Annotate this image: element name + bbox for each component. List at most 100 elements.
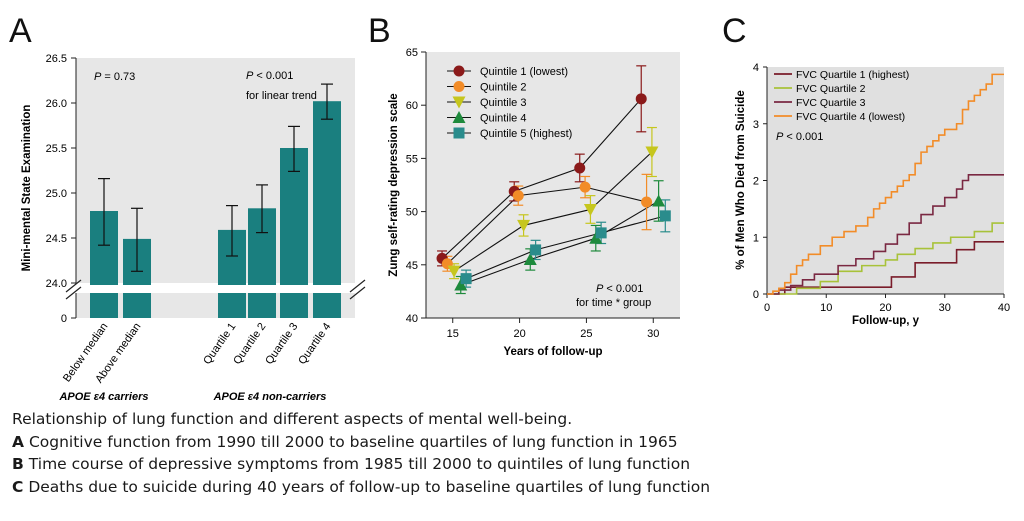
step-line [767,73,1004,295]
panel-b: B 40 45 50 55 60 65 15 20 25 30 Years of follow-up Z… [368,12,680,358]
legend-label: Quintile 2 [480,82,526,94]
y-tick-label: 4 [753,62,759,74]
y-tick-label: 40 [406,313,418,325]
y-tick-label: 65 [406,47,418,59]
x-tick-label: Quartile 3 [263,321,300,367]
data-point [460,273,472,285]
axis-break-mark [65,286,82,300]
caption-letter: B [12,455,24,473]
x-tick-label: 10 [820,302,832,314]
caption-text: Deaths due to suicide during 40 years of… [28,477,711,496]
series-line [460,200,659,286]
data-point [574,162,586,174]
p-italic: P [246,70,254,82]
x-tick-label: 40 [998,302,1010,314]
data-point [512,190,524,202]
legend-label: FVC Quartile 3 [796,97,866,109]
data-point [523,252,537,265]
y-tick-label: 60 [406,100,418,112]
y-tick-label: 0 [753,289,759,301]
y-tick-label: 24.0 [46,278,67,290]
p-rest: < 0.001 [783,131,823,143]
axis-break-mark [349,279,366,293]
panel-letter: B [368,12,391,50]
p-italic: P [776,131,784,143]
y-tick-label: 1 [753,232,759,244]
series-line [453,151,653,272]
series-line [465,215,666,280]
p-value-note: for time * group [576,297,651,309]
p-value-note: for linear trend [246,90,317,102]
panel-a: A 0 24.0 24.5 25.0 25.5 26.0 26.5 Mini-mental St… [9,12,366,403]
bar-stub [123,293,151,318]
bar-stub [280,293,308,318]
data-point [635,93,647,105]
legend-marker [453,81,465,92]
x-tick-label: 15 [447,328,459,340]
x-tick-label: 20 [513,328,525,340]
data-point [579,181,591,193]
axis-break-mark [349,286,366,300]
y-tick-label: 25.0 [46,188,67,200]
y-axis-label: % of Men Who Died from Suicide [735,90,747,270]
caption-text: Time course of depressive symptoms from … [28,455,691,473]
legend-marker [453,127,465,139]
p-value-label: P < 0.001 [246,70,293,82]
y-tick-label: 45 [406,260,418,272]
data-point [454,278,468,291]
data-point [583,203,597,216]
plot-background [76,58,355,283]
step-line [767,222,1004,295]
legend-marker [452,96,466,109]
figure-caption: Relationship of lung function and differ… [12,408,1012,498]
figure: A 0 24.0 24.5 25.0 25.5 26.0 26.5 Mini-mental St… [9,12,1010,403]
data-point [530,244,542,256]
caption-letter: A [12,432,24,451]
y-tick-label: 26.0 [46,98,67,110]
y-tick-label: 3 [753,119,759,131]
caption-item-a: A Cognitive function from 1990 till 2000… [12,431,1012,454]
y-axis-label: Zung self-rating depression scale [388,93,400,276]
legend-marker [453,65,465,77]
y-tick-label: 55 [406,153,418,165]
caption-intro: Relationship of lung function and differ… [12,410,573,428]
bar-stub [248,293,276,318]
x-tick-label: 25 [580,328,592,340]
series-line [441,98,642,259]
legend-marker [452,111,466,123]
bar-stub [313,293,341,318]
p-rest: < 0.001 [253,70,293,82]
x-tick-label: 0 [764,302,770,314]
data-point [641,196,653,208]
step-line [767,174,1004,295]
caption-item-b: B Time course of depressive symptoms fro… [12,453,1012,476]
caption-item-c: C Deaths due to suicide during 40 years … [12,476,1012,499]
x-tick-label: Quartile 4 [296,321,333,367]
legend-label: Quintile 5 (highest) [480,128,572,140]
bar-stub [90,293,118,318]
y-tick-label: 25.5 [46,143,67,155]
panel-letter: A [9,12,32,50]
y-tick-label: 0 [61,313,67,325]
plot-background-lower [76,293,355,318]
legend-label: Quintile 1 (lowest) [480,66,568,78]
x-tick-label: 20 [879,302,891,314]
x-axis-label: Years of follow-up [503,346,602,358]
data-point [517,219,531,232]
legend-label: Quintile 4 [480,113,526,125]
legend-label: Quintile 3 [480,97,526,109]
group-label: APOE ε4 carriers [58,391,148,403]
y-axis-label: Mini-mental State Examination [21,105,33,272]
p-italic: P [596,283,604,295]
x-tick-label: 30 [939,302,951,314]
data-point [659,210,671,222]
axis-break-mark [65,279,82,293]
y-tick-label: 2 [753,176,759,188]
legend-label: FVC Quartile 2 [796,83,866,95]
data-point [447,265,461,278]
x-axis-label: Follow-up, y [852,315,920,327]
p-rest: < 0.001 [603,283,643,295]
y-tick-label: 50 [406,207,418,219]
bar [313,101,341,285]
